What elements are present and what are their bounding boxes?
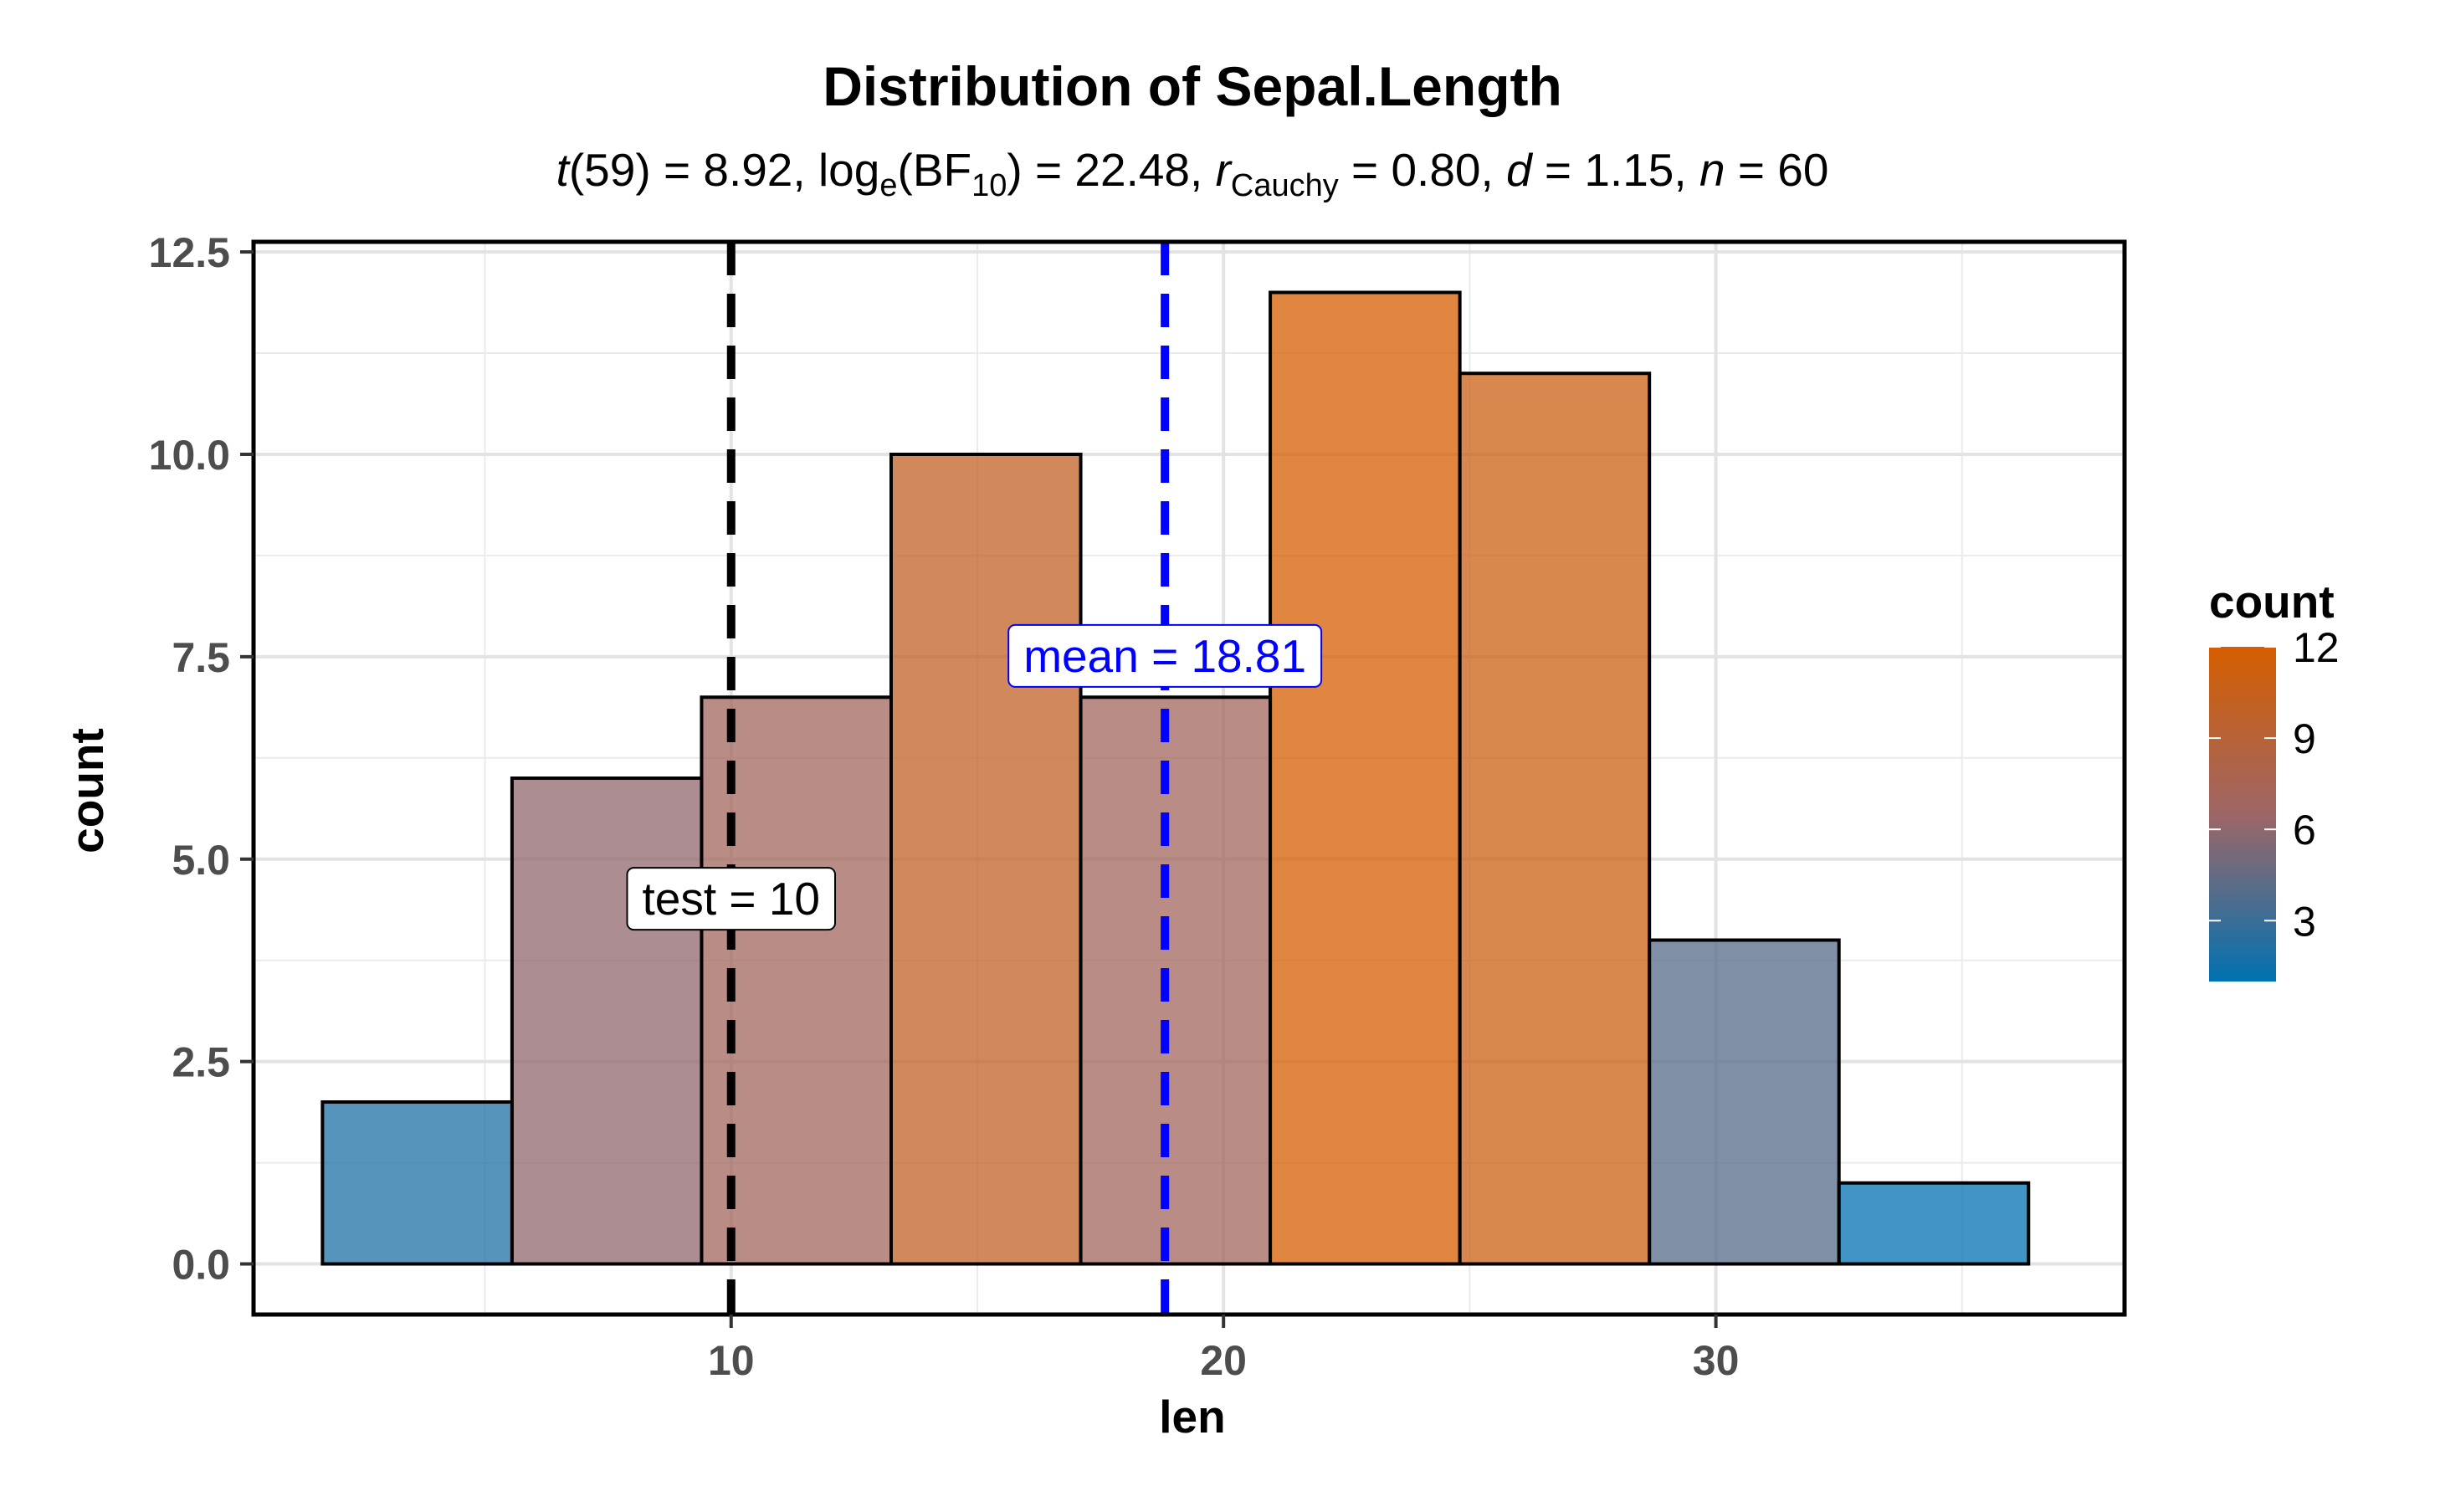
histogram-bar (320, 1100, 514, 1266)
histogram-bars (320, 290, 2031, 1266)
x-axis-title: len (1159, 1391, 1225, 1443)
subtitle-d-value: = 1.15, (1532, 144, 1699, 196)
legend-tick-label: 9 (2293, 715, 2316, 762)
x-tick-label: 30 (1693, 1337, 1740, 1384)
y-tick-label: 5.0 (172, 837, 230, 884)
y-axis-title: count (61, 728, 113, 853)
y-tick-label: 12.5 (149, 229, 230, 276)
y-tick-label: 7.5 (172, 634, 230, 681)
subtitle-t-value: = 8.92, log (651, 144, 880, 196)
x-tick-label: 20 (1200, 1337, 1247, 1384)
subtitle-r-sub: Cauchy (1231, 168, 1339, 203)
subtitle-bf-value: ) = 22.48, (1007, 144, 1215, 196)
chart-subtitle: t(59) = 8.92, loge(BF10) = 22.48, rCauch… (556, 144, 1829, 203)
legend: count 12 9 6 3 (2209, 576, 2340, 982)
subtitle-r-symbol: r (1216, 144, 1233, 196)
subtitle-log-sub: e (879, 168, 897, 203)
chart-title: Distribution of Sepal.Length (823, 55, 1562, 117)
subtitle-bf-open: (BF (898, 144, 972, 196)
mean-value-label-box (1007, 623, 1323, 688)
axes: 0.0 2.5 5.0 7.5 10.0 12.5 10 20 30 (149, 229, 1740, 1384)
legend-colorbar (2209, 647, 2276, 982)
test-value-label: test = 10 (626, 867, 837, 931)
subtitle-bf-sub: 10 (971, 168, 1007, 203)
histogram-bar (1837, 1181, 2031, 1266)
histogram-bar (1458, 372, 1652, 1266)
y-tick-label: 0.0 (172, 1242, 230, 1289)
subtitle-d-symbol: d (1506, 144, 1534, 196)
histogram-bar (1269, 290, 1462, 1266)
test-value-label-text: test = 10 (643, 873, 821, 925)
x-tick-label: 10 (708, 1337, 755, 1384)
subtitle-t-symbol: t (556, 144, 572, 196)
legend-ticks: 12 9 6 3 (2209, 624, 2340, 945)
plot-border (251, 239, 2127, 1317)
legend-tick-label: 3 (2293, 898, 2316, 945)
subtitle-n-symbol: n (1699, 144, 1725, 196)
legend-tick-label: 6 (2293, 807, 2316, 853)
legend-title: count (2209, 576, 2335, 628)
histogram-bar (889, 452, 1083, 1266)
histogram-bar (510, 777, 704, 1266)
subtitle-r-value: = 0.80, (1339, 144, 1506, 196)
histogram-bar (1648, 938, 1841, 1266)
reference-lines (726, 242, 1170, 1315)
subtitle-df: (59) (569, 144, 651, 196)
legend-tick-label: 12 (2293, 624, 2340, 671)
y-tick-label: 2.5 (172, 1039, 230, 1086)
test-value-label-box (626, 867, 837, 931)
reference-labels: test = 10 mean = 18.81 (626, 623, 1323, 931)
y-tick-label: 10.0 (149, 432, 230, 479)
histogram-bar (1079, 695, 1273, 1266)
mean-value-label: mean = 18.81 (1007, 623, 1323, 688)
mean-value-label-text: mean = 18.81 (1023, 630, 1306, 682)
subtitle-n-value: = 60 (1725, 144, 1829, 196)
